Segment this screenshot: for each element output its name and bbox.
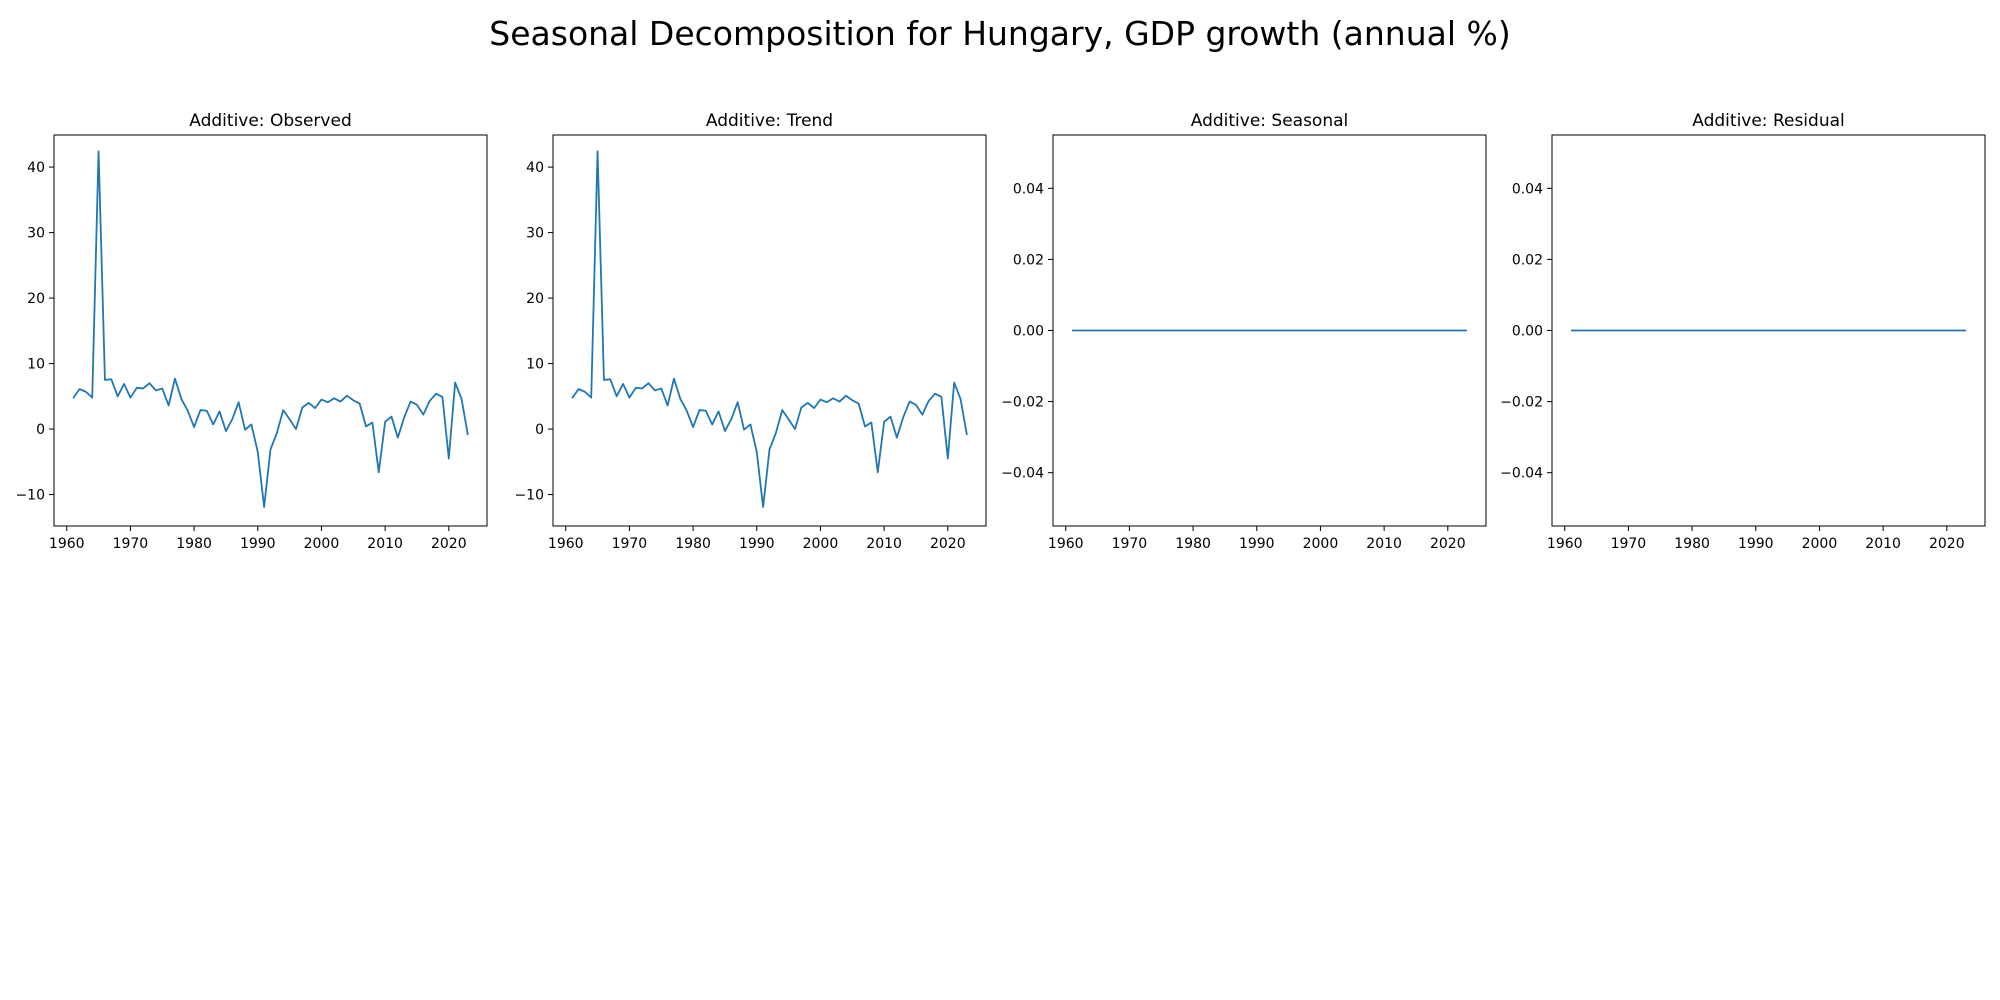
observed-y-tick-label: 40 [27, 160, 45, 176]
residual-x-tick-label: 1970 [1611, 536, 1647, 552]
seasonal-panel-title: Additive: Seasonal [1191, 111, 1349, 131]
observed-y-tick-label: 30 [27, 226, 45, 242]
observed-x-tick-label: 1990 [240, 536, 276, 552]
residual-axes-frame [1551, 134, 1986, 527]
observed-x-tick-label: 1970 [113, 536, 149, 552]
observed-panel: Additive: Observed 1960 1970 1980 1990 2000 20… [15, 111, 488, 552]
residual-x-tick-label: 1980 [1674, 536, 1710, 552]
seasonal-x-tick-label: 1960 [1048, 536, 1084, 552]
trend-y-tick-label: −10 [514, 488, 544, 504]
residual-x-tick-label: 2000 [1802, 536, 1838, 552]
trend-x-tick-label: 1990 [739, 536, 775, 552]
trend-x-tick-label: 1970 [612, 536, 648, 552]
residual-y-tick-label: 0.00 [1512, 324, 1543, 340]
trend-x-tick-label: 2010 [866, 536, 902, 552]
observed-axes-frame [53, 134, 488, 527]
trend-x-tick-label: 1980 [675, 536, 711, 552]
observed-y-tick-label: 0 [36, 422, 45, 438]
seasonal-x-tick-label: 2000 [1303, 536, 1339, 552]
seasonal-axes-frame [1052, 134, 1487, 527]
trend-x-tick-label: 1960 [548, 536, 584, 552]
residual-y-tick-label: −0.02 [1500, 395, 1543, 411]
residual-x-tick-label: 2020 [1929, 536, 1965, 552]
seasonal-y-tick-label: 0.00 [1013, 324, 1044, 340]
observed-x-tick-label: 1960 [49, 536, 85, 552]
observed-y-tick-label: −10 [15, 488, 45, 504]
seasonal-x-tick-label: 1980 [1175, 536, 1211, 552]
residual-y-tick-label: −0.04 [1500, 466, 1543, 482]
observed-panel-title: Additive: Observed [189, 111, 351, 131]
observed-x-tick-label: 1980 [176, 536, 212, 552]
trend-panel-title: Additive: Trend [706, 111, 833, 131]
seasonal-x-tick-label: 2020 [1430, 536, 1466, 552]
trend-axes-frame [552, 134, 987, 527]
seasonal-x-tick-label: 1970 [1112, 536, 1148, 552]
seasonal-y-tick-label: 0.04 [1013, 181, 1044, 197]
trend-x-tick-label: 2000 [803, 536, 839, 552]
trend-series-line [571, 150, 968, 508]
residual-y-tick-label: 0.04 [1512, 181, 1543, 197]
residual-x-tick-label: 1960 [1547, 536, 1583, 552]
observed-y-tick-label: 10 [27, 357, 45, 373]
observed-x-tick-label: 2020 [431, 536, 467, 552]
trend-y-tick-label: 0 [535, 422, 544, 438]
trend-y-tick-label: 20 [526, 291, 544, 307]
seasonal-panel: Additive: Seasonal 1960 1970 1980 1990 2000 20… [1001, 111, 1487, 552]
seasonal-y-tick-label: −0.02 [1001, 395, 1044, 411]
residual-panel: Additive: Residual 1960 1970 1980 1990 2000 20… [1500, 111, 1986, 552]
trend-y-tick-label: 40 [526, 160, 544, 176]
observed-x-tick-label: 2000 [304, 536, 340, 552]
seasonal-y-tick-label: 0.02 [1013, 252, 1044, 268]
observed-y-tick-label: 20 [27, 291, 45, 307]
residual-y-tick-label: 0.02 [1512, 252, 1543, 268]
trend-x-tick-label: 2020 [930, 536, 966, 552]
observed-series-line [72, 150, 469, 508]
observed-x-tick-label: 2010 [367, 536, 403, 552]
residual-panel-title: Additive: Residual [1692, 111, 1844, 131]
trend-y-tick-label: 30 [526, 226, 544, 242]
seasonal-x-tick-label: 1990 [1239, 536, 1275, 552]
trend-y-tick-label: 10 [526, 357, 544, 373]
residual-x-tick-label: 2010 [1865, 536, 1901, 552]
seasonal-y-tick-label: −0.04 [1001, 466, 1044, 482]
residual-x-tick-label: 1990 [1738, 536, 1774, 552]
figure-title: Seasonal Decomposition for Hungary, GDP … [489, 14, 1510, 53]
seasonal-x-tick-label: 2010 [1366, 536, 1402, 552]
